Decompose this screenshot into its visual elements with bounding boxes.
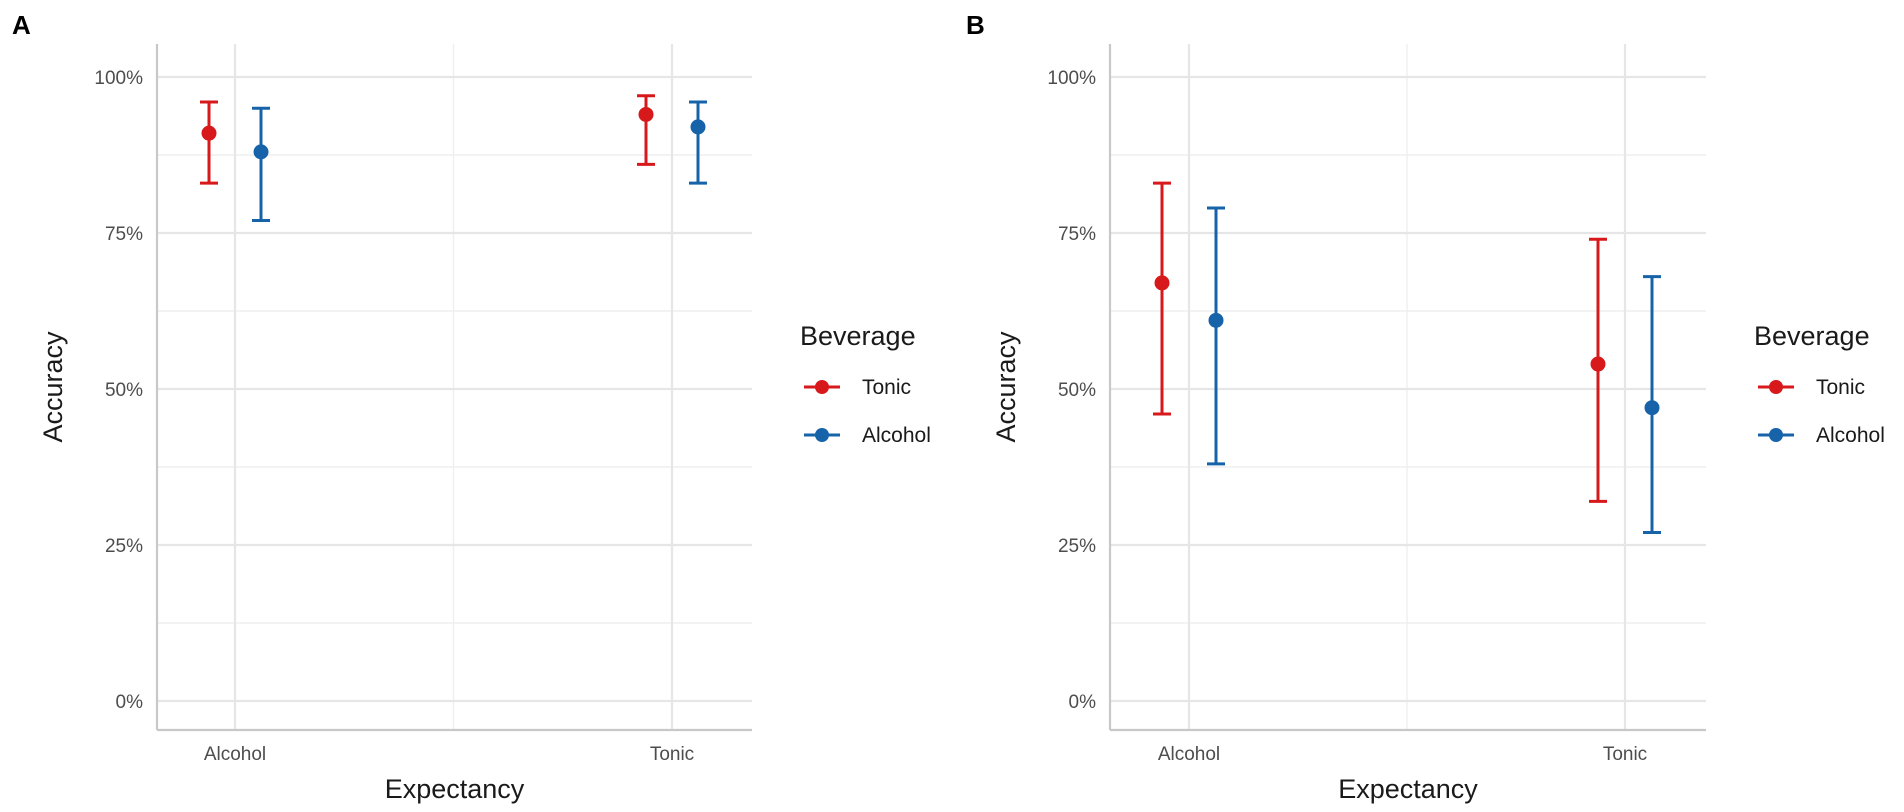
panel-b: B 0% 25% 50% 75% 100% Alcohol Tonic Expectancy Ac… — [966, 10, 1885, 804]
legend: Beverage Tonic Alcohol — [1754, 321, 1885, 447]
panel-letter: B — [966, 10, 985, 40]
legend-key-point — [815, 428, 829, 442]
x-tick-label: Tonic — [1603, 744, 1647, 765]
legend: Beverage Tonic Alcohol — [800, 321, 931, 447]
mean-point-alcohol — [690, 119, 706, 135]
y-tick-label: 100% — [1047, 68, 1096, 89]
mean-point-alcohol — [253, 144, 269, 160]
mean-point-tonic — [1590, 356, 1606, 372]
error-bar-tonic — [1153, 181, 1171, 416]
legend-key-point — [815, 380, 829, 394]
y-tick-label: 50% — [1058, 380, 1096, 401]
error-bar-alcohol — [252, 106, 270, 223]
error-bar-tonic — [637, 94, 655, 166]
legend-label: Alcohol — [1816, 424, 1885, 447]
legend-key-point — [1769, 380, 1783, 394]
x-tick-label: Alcohol — [204, 744, 266, 765]
y-axis-title: Accuracy — [991, 331, 1021, 443]
mean-point-tonic — [1154, 275, 1170, 291]
mean-point-tonic — [638, 106, 654, 122]
error-bar-tonic — [200, 100, 218, 185]
y-tick-label: 50% — [105, 380, 143, 401]
y-tick-label: 25% — [105, 536, 143, 557]
legend-title: Beverage — [800, 321, 916, 351]
legend-title: Beverage — [1754, 321, 1870, 351]
y-axis-title: Accuracy — [38, 331, 68, 443]
panel-letter: A — [12, 10, 31, 40]
error-bar-alcohol — [1207, 206, 1225, 466]
panel-a: A 0% 25% 50% 75% 100% Alcohol Tonic Expectancy Ac… — [12, 10, 931, 804]
y-tick-label: 25% — [1058, 536, 1096, 557]
legend-label: Alcohol — [862, 424, 931, 447]
mean-point-tonic — [201, 125, 217, 141]
mean-point-alcohol — [1208, 312, 1224, 328]
y-tick-label: 0% — [116, 692, 144, 713]
x-axis-title: Expectancy — [385, 774, 525, 804]
y-tick-label: 0% — [1069, 692, 1097, 713]
mean-point-alcohol — [1644, 400, 1660, 416]
legend-key-point — [1769, 428, 1783, 442]
x-tick-label: Tonic — [650, 744, 694, 765]
y-tick-label: 75% — [105, 224, 143, 245]
x-tick-label: Alcohol — [1158, 744, 1220, 765]
y-tick-label: 75% — [1058, 224, 1096, 245]
error-bar-alcohol — [689, 100, 707, 185]
y-tick-label: 100% — [94, 68, 143, 89]
legend-label: Tonic — [862, 376, 911, 399]
legend-label: Tonic — [1816, 376, 1865, 399]
x-axis-title: Expectancy — [1338, 774, 1478, 804]
